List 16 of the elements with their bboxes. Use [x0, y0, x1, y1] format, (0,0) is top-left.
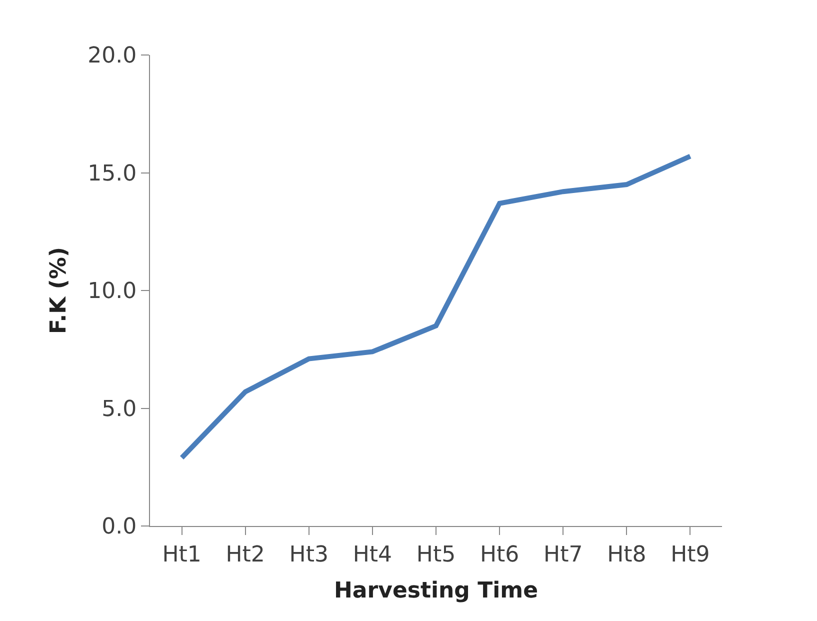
x-axis-title: Harvesting Time	[334, 578, 538, 604]
y-tick-label: 5.0	[102, 396, 137, 422]
y-tick-label: 15.0	[88, 161, 137, 186]
y-tick-label: 20.0	[88, 44, 137, 69]
y-tick-label: 10.0	[88, 279, 137, 304]
x-tick-label: Ht3	[289, 542, 328, 568]
x-tick-label: Ht8	[607, 542, 646, 568]
x-tick-label: Ht5	[416, 542, 456, 568]
x-tick-label: Ht2	[226, 542, 265, 568]
x-tick-label: Ht9	[670, 542, 710, 568]
x-tick-label: Ht6	[480, 542, 520, 568]
y-axis-title: F.K (%)	[46, 246, 72, 334]
x-tick-label: Ht1	[162, 542, 202, 568]
y-tick-label: 0.0	[102, 514, 137, 540]
x-tick-label: Ht4	[352, 542, 392, 568]
x-tick-label: Ht7	[544, 542, 583, 568]
